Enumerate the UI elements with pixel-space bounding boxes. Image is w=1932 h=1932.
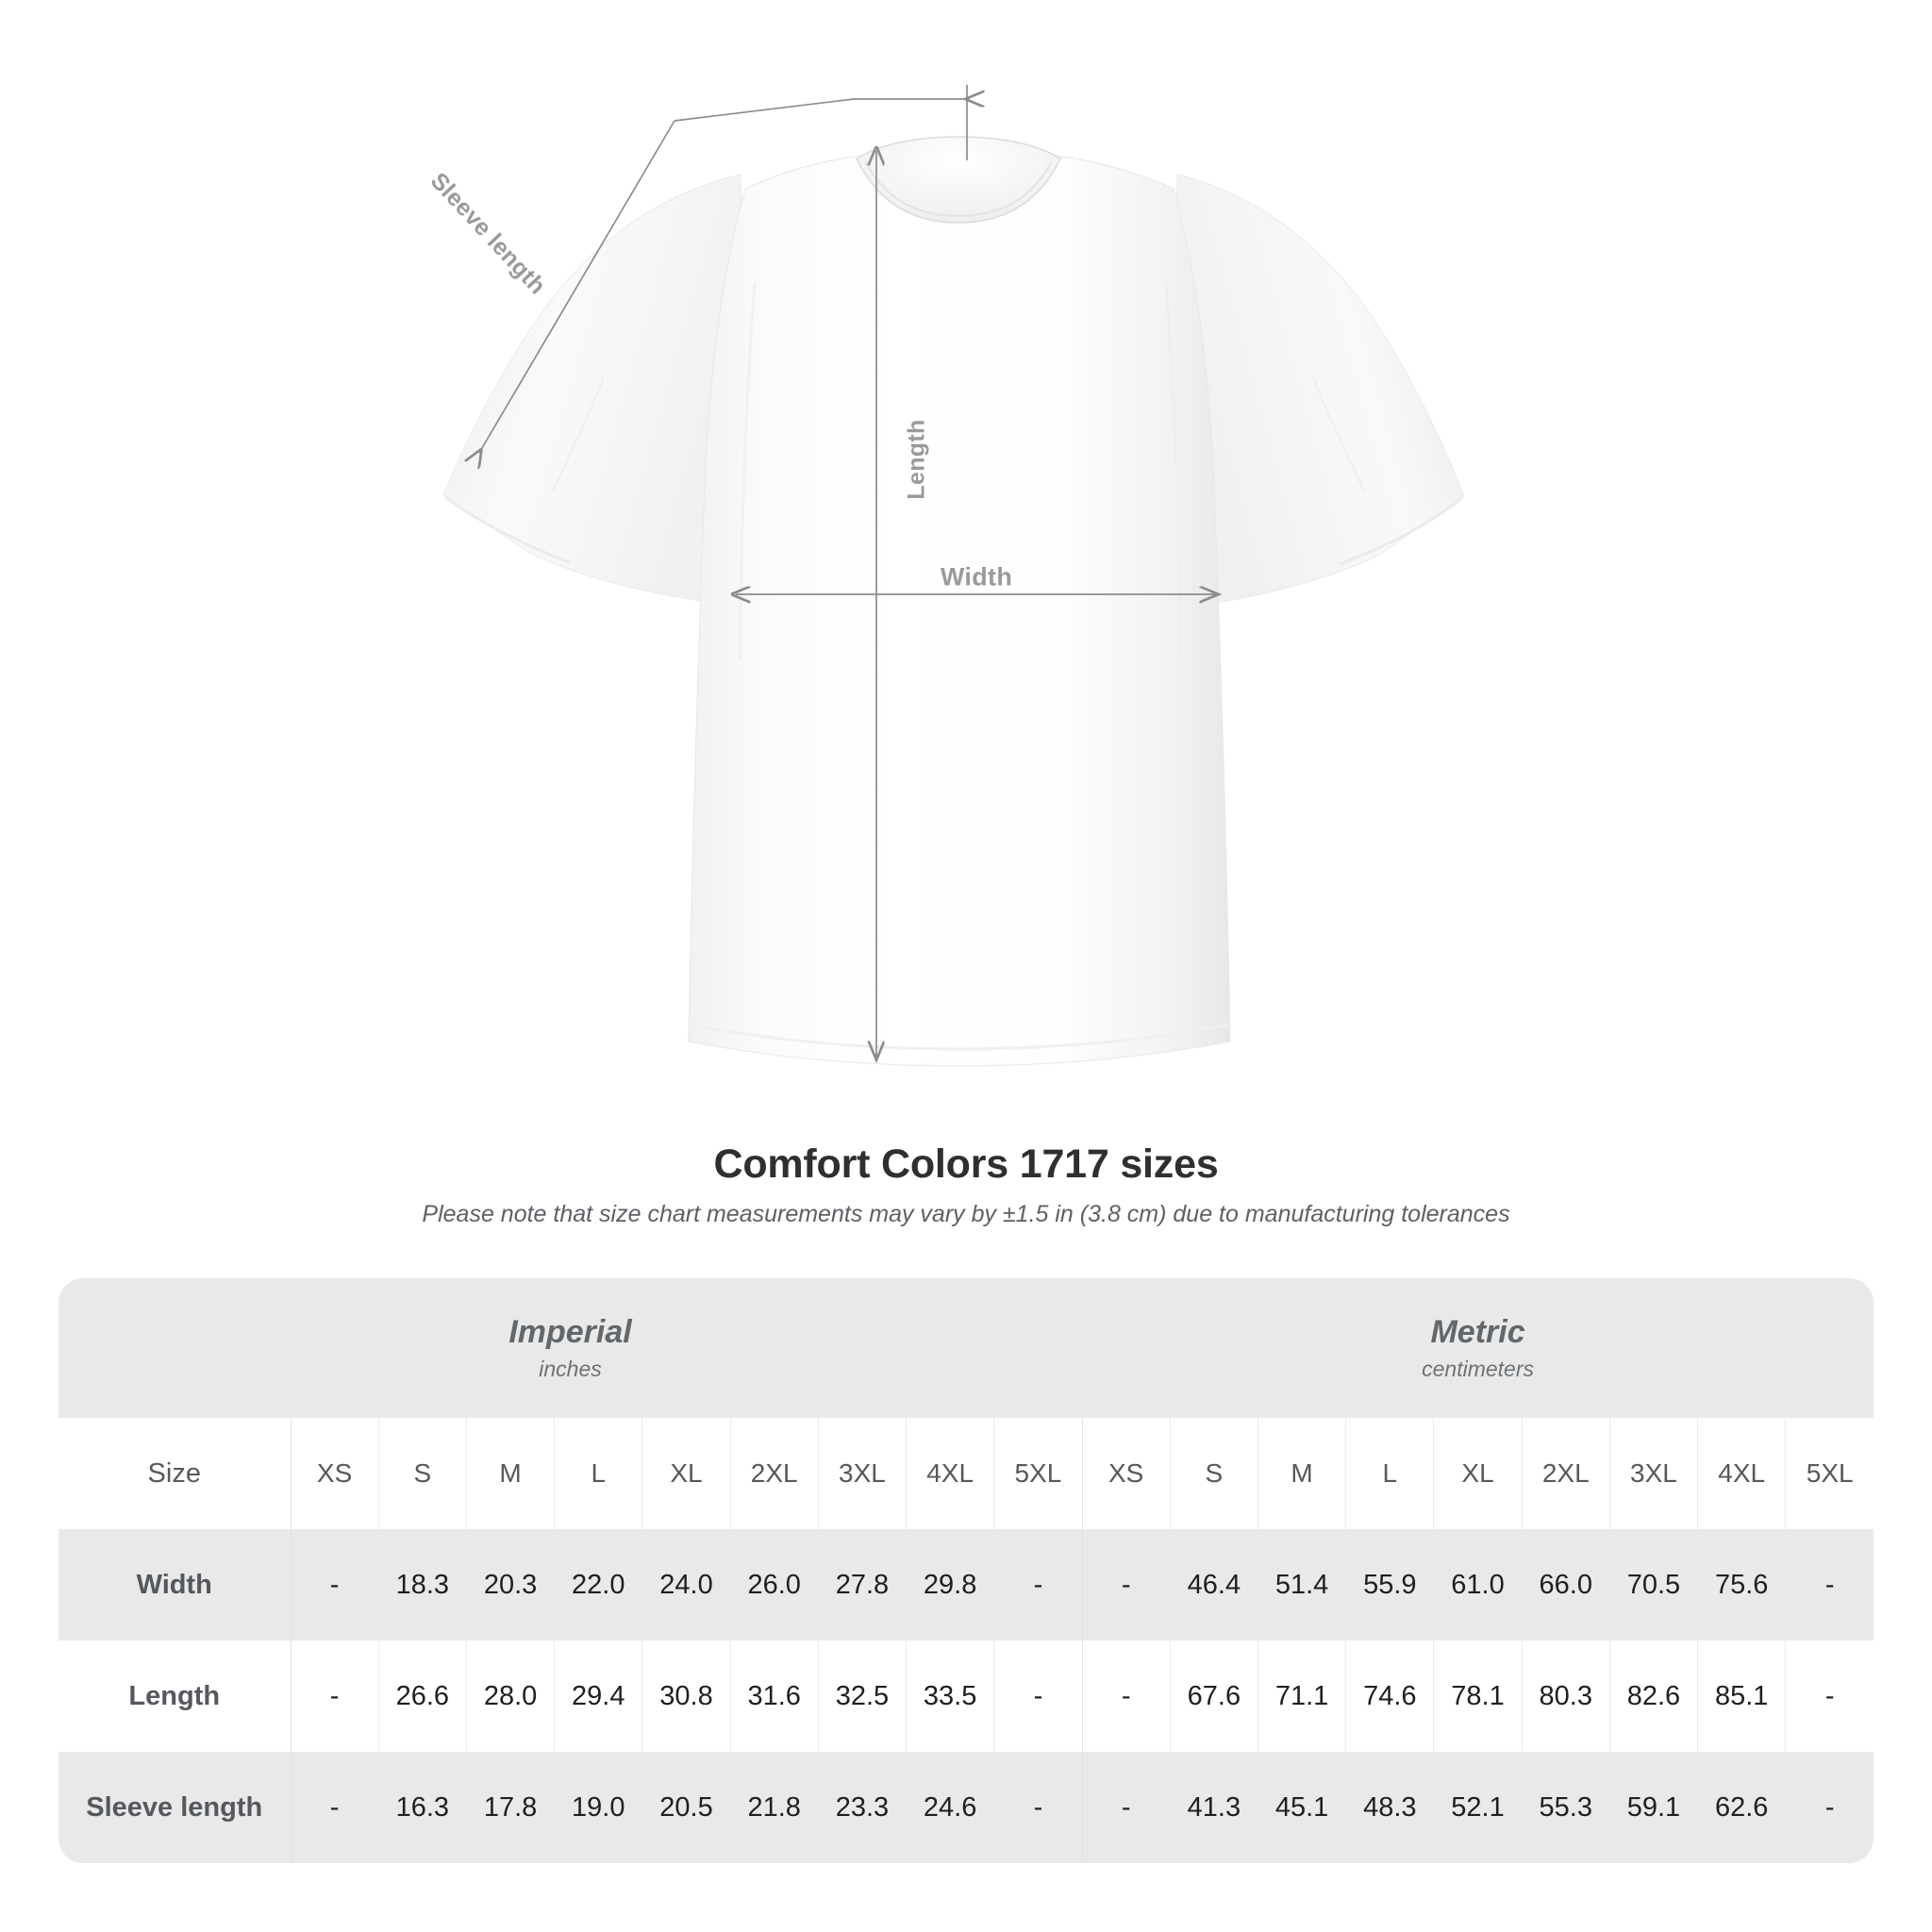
cell-length-s-imperial: 26.6 (378, 1641, 467, 1752)
cell-length-xl-imperial: 30.8 (641, 1641, 731, 1752)
cell-width-l-imperial: 22.0 (554, 1529, 643, 1641)
size-header-xs-imperial: XS (291, 1418, 379, 1529)
cell-length-2xl-metric: 80.3 (1522, 1641, 1610, 1752)
length-label: Length (903, 419, 930, 500)
title-block: Comfort Colors 1717 sizes Please note th… (0, 1141, 1932, 1228)
garment-diagram: Sleeve length Length Width (425, 85, 1465, 1067)
unit-header-metric: Metric centimeters (1082, 1278, 1874, 1418)
cell-sleeve-length-s-imperial: 16.3 (378, 1752, 467, 1863)
cell-length-5xl-metric: - (1785, 1641, 1874, 1752)
size-header-l-metric: L (1345, 1418, 1435, 1529)
table-row: Sleeve length -16.3 17.8 19.0 20.5 21.8 23.3 24… (58, 1752, 1874, 1863)
cell-width-5xl-metric: - (1785, 1529, 1874, 1641)
cell-width-3xl-imperial: 27.8 (818, 1529, 908, 1641)
table-row: Length -26.6 28.0 29.4 30.8 31.6 32.5 33.5- -67.… (58, 1641, 1874, 1752)
size-header-s-imperial: S (378, 1418, 467, 1529)
cell-length-4xl-metric: 85.1 (1697, 1641, 1787, 1752)
cell-width-m-imperial: 20.3 (466, 1529, 556, 1641)
size-header-2xl-metric: 2XL (1522, 1418, 1610, 1529)
cell-width-xl-imperial: 24.0 (641, 1529, 731, 1641)
size-header-2xl-imperial: 2XL (730, 1418, 819, 1529)
cell-length-m-imperial: 28.0 (466, 1641, 556, 1752)
cell-sleeve-length-xl-imperial: 20.5 (641, 1752, 731, 1863)
cell-width-s-imperial: 18.3 (378, 1529, 467, 1641)
unit-name-imperial: Imperial (508, 1313, 632, 1350)
cell-sleeve-length-xs-metric: - (1082, 1752, 1171, 1863)
row-label-length: Length (58, 1641, 291, 1752)
cell-length-s-metric: 67.6 (1170, 1641, 1258, 1752)
cell-length-5xl-imperial: - (993, 1641, 1083, 1752)
cell-width-2xl-metric: 66.0 (1522, 1529, 1610, 1641)
size-header-xs-metric: XS (1082, 1418, 1171, 1529)
cell-length-4xl-imperial: 33.5 (906, 1641, 995, 1752)
row-label-sleeve-length: Sleeve length (58, 1752, 291, 1863)
cell-sleeve-length-4xl-imperial: 24.6 (906, 1752, 995, 1863)
size-header-s-metric: S (1170, 1418, 1258, 1529)
unit-header-row: Imperial inches Metric centimeters (58, 1278, 1874, 1418)
size-header-5xl-metric: 5XL (1785, 1418, 1874, 1529)
cell-width-2xl-imperial: 26.0 (730, 1529, 819, 1641)
page-subtitle: Please note that size chart measurements… (422, 1201, 1510, 1227)
unit-name-metric: Metric (1430, 1313, 1525, 1350)
size-header-4xl-metric: 4XL (1697, 1418, 1787, 1529)
size-table: Imperial inches Metric centimeters Size XS S M L… (58, 1278, 1874, 1863)
tshirt-body (442, 136, 1465, 1067)
cell-width-3xl-metric: 70.5 (1609, 1529, 1699, 1641)
cell-width-s-metric: 46.4 (1170, 1529, 1258, 1641)
size-header-row: Size XS S M L XL 2XL 3XL 4XL 5XL XS S M L XL 2XL 3XL 4XL 5… (58, 1418, 1874, 1529)
cell-width-m-metric: 51.4 (1257, 1529, 1347, 1641)
cell-length-xs-imperial: - (291, 1641, 379, 1752)
cell-sleeve-length-xs-imperial: - (291, 1752, 379, 1863)
tshirt-illustration (442, 85, 1465, 1067)
cell-sleeve-length-m-imperial: 17.8 (466, 1752, 556, 1863)
cell-length-3xl-metric: 82.6 (1609, 1641, 1699, 1752)
size-table-wrap: Imperial inches Metric centimeters Size XS S M L… (58, 1278, 1874, 1863)
cell-length-l-metric: 74.6 (1345, 1641, 1435, 1752)
cell-width-xs-imperial: - (291, 1529, 379, 1641)
size-header-m-imperial: M (466, 1418, 556, 1529)
cell-sleeve-length-m-metric: 45.1 (1257, 1752, 1347, 1863)
cell-length-l-imperial: 29.4 (554, 1641, 643, 1752)
cell-width-5xl-imperial: - (993, 1529, 1083, 1641)
cell-width-4xl-metric: 75.6 (1697, 1529, 1787, 1641)
cell-sleeve-length-2xl-metric: 55.3 (1522, 1752, 1610, 1863)
cell-length-xs-metric: - (1082, 1641, 1171, 1752)
cell-length-m-metric: 71.1 (1257, 1641, 1347, 1752)
size-header-3xl-imperial: 3XL (818, 1418, 908, 1529)
cell-sleeve-length-s-metric: 41.3 (1170, 1752, 1258, 1863)
size-header-4xl-imperial: 4XL (906, 1418, 995, 1529)
size-column-header: Size (58, 1418, 291, 1529)
table-row: Width -18.3 20.3 22.0 24.0 26.0 27.8 29.8- -46.4… (58, 1529, 1874, 1641)
size-header-3xl-metric: 3XL (1609, 1418, 1699, 1529)
cell-width-l-metric: 55.9 (1345, 1529, 1435, 1641)
cell-sleeve-length-4xl-metric: 62.6 (1697, 1752, 1787, 1863)
unit-sub-metric: centimeters (1422, 1357, 1534, 1382)
cell-sleeve-length-3xl-imperial: 23.3 (818, 1752, 908, 1863)
size-header-5xl-imperial: 5XL (993, 1418, 1083, 1529)
cell-width-xs-metric: - (1082, 1529, 1171, 1641)
cell-width-4xl-imperial: 29.8 (906, 1529, 995, 1641)
cell-sleeve-length-5xl-metric: - (1785, 1752, 1874, 1863)
unit-sub-imperial: inches (539, 1357, 602, 1382)
size-header-l-imperial: L (554, 1418, 643, 1529)
size-header-m-metric: M (1257, 1418, 1347, 1529)
size-header-xl-metric: XL (1433, 1418, 1523, 1529)
cell-length-3xl-imperial: 32.5 (818, 1641, 908, 1752)
unit-header-imperial: Imperial inches (58, 1278, 1083, 1418)
cell-length-2xl-imperial: 31.6 (730, 1641, 819, 1752)
measurement-guides (479, 85, 1217, 1058)
width-label: Width (940, 562, 1013, 591)
cell-sleeve-length-2xl-imperial: 21.8 (730, 1752, 819, 1863)
cell-sleeve-length-3xl-metric: 59.1 (1609, 1752, 1699, 1863)
size-header-xl-imperial: XL (641, 1418, 731, 1529)
cell-width-xl-metric: 61.0 (1433, 1529, 1523, 1641)
cell-sleeve-length-l-imperial: 19.0 (554, 1752, 643, 1863)
cell-sleeve-length-xl-metric: 52.1 (1433, 1752, 1523, 1863)
cell-sleeve-length-l-metric: 48.3 (1345, 1752, 1435, 1863)
cell-length-xl-metric: 78.1 (1433, 1641, 1523, 1752)
row-label-width: Width (58, 1529, 291, 1641)
cell-sleeve-length-5xl-imperial: - (993, 1752, 1083, 1863)
page-title: Comfort Colors 1717 sizes (713, 1141, 1219, 1187)
